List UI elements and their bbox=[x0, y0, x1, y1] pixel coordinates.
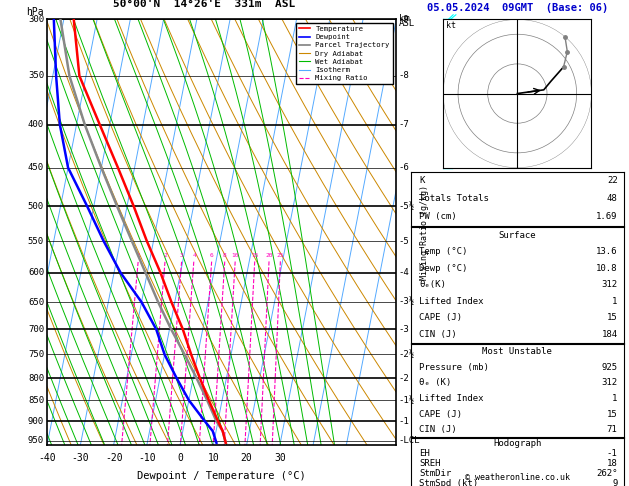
Text: -5½: -5½ bbox=[399, 202, 415, 211]
Text: -10: -10 bbox=[138, 453, 156, 464]
Text: 550: 550 bbox=[28, 237, 44, 245]
Text: CIN (J): CIN (J) bbox=[420, 425, 457, 434]
Text: -3: -3 bbox=[399, 325, 409, 334]
Text: km: km bbox=[399, 14, 409, 23]
Text: 05.05.2024  09GMT  (Base: 06): 05.05.2024 09GMT (Base: 06) bbox=[426, 3, 608, 14]
Text: StmDir: StmDir bbox=[420, 469, 452, 478]
Text: Lifted Index: Lifted Index bbox=[420, 297, 484, 306]
Text: 750: 750 bbox=[28, 350, 44, 359]
Text: 950: 950 bbox=[28, 436, 44, 445]
Text: 900: 900 bbox=[28, 417, 44, 426]
Text: 700: 700 bbox=[28, 325, 44, 334]
Text: kt: kt bbox=[446, 21, 456, 30]
Text: 650: 650 bbox=[28, 297, 44, 307]
Text: 8: 8 bbox=[223, 253, 227, 258]
Text: -2½: -2½ bbox=[399, 350, 415, 359]
Text: StmSpd (kt): StmSpd (kt) bbox=[420, 479, 479, 486]
Text: ASL: ASL bbox=[399, 19, 415, 28]
Text: 10: 10 bbox=[231, 253, 239, 258]
Text: 50°00'N  14°26'E  331m  ASL: 50°00'N 14°26'E 331m ASL bbox=[113, 0, 296, 9]
Text: PW (cm): PW (cm) bbox=[420, 212, 457, 222]
Text: 9: 9 bbox=[612, 479, 618, 486]
Text: -9: -9 bbox=[399, 15, 409, 24]
Text: 48: 48 bbox=[607, 194, 618, 203]
Text: -LCL: -LCL bbox=[399, 436, 420, 445]
Text: Pressure (mb): Pressure (mb) bbox=[420, 363, 489, 372]
Text: θₑ (K): θₑ (K) bbox=[420, 379, 452, 387]
Text: 25: 25 bbox=[277, 253, 284, 258]
Text: 15: 15 bbox=[607, 410, 618, 418]
Text: 400: 400 bbox=[28, 120, 44, 129]
Text: Mixing Ratio (g/kg): Mixing Ratio (g/kg) bbox=[420, 185, 429, 279]
Text: CAPE (J): CAPE (J) bbox=[420, 410, 462, 418]
Text: -1: -1 bbox=[607, 449, 618, 458]
Text: -40: -40 bbox=[38, 453, 56, 464]
Text: -1: -1 bbox=[399, 417, 409, 426]
Text: 1.69: 1.69 bbox=[596, 212, 618, 222]
Text: 1: 1 bbox=[612, 394, 618, 403]
Text: hPa: hPa bbox=[26, 7, 44, 17]
Text: 2: 2 bbox=[164, 253, 167, 258]
Text: CAPE (J): CAPE (J) bbox=[420, 313, 462, 322]
Text: 300: 300 bbox=[28, 15, 44, 24]
Text: Dewpoint / Temperature (°C): Dewpoint / Temperature (°C) bbox=[137, 471, 306, 482]
Text: K: K bbox=[420, 176, 425, 185]
Text: 600: 600 bbox=[28, 268, 44, 278]
Text: © weatheronline.co.uk: © weatheronline.co.uk bbox=[465, 473, 570, 482]
Text: 4: 4 bbox=[192, 253, 196, 258]
Text: -5: -5 bbox=[399, 237, 409, 245]
Legend: Temperature, Dewpoint, Parcel Trajectory, Dry Adiabat, Wet Adiabat, Isotherm, Mi: Temperature, Dewpoint, Parcel Trajectory… bbox=[296, 23, 392, 84]
Text: -1½: -1½ bbox=[399, 396, 415, 405]
Text: 3: 3 bbox=[180, 253, 184, 258]
Text: 500: 500 bbox=[28, 202, 44, 211]
Text: Totals Totals: Totals Totals bbox=[420, 194, 489, 203]
Text: 925: 925 bbox=[601, 363, 618, 372]
Text: Dewp (°C): Dewp (°C) bbox=[420, 264, 467, 273]
Text: 350: 350 bbox=[28, 71, 44, 80]
Text: -20: -20 bbox=[105, 453, 123, 464]
Text: 15: 15 bbox=[251, 253, 259, 258]
Text: -8: -8 bbox=[399, 71, 409, 80]
Text: 312: 312 bbox=[601, 280, 618, 289]
Text: -7: -7 bbox=[399, 120, 409, 129]
Text: 6: 6 bbox=[210, 253, 214, 258]
Text: -4: -4 bbox=[399, 268, 409, 278]
Text: 13.6: 13.6 bbox=[596, 247, 618, 256]
Text: 18: 18 bbox=[607, 459, 618, 468]
Text: Hodograph: Hodograph bbox=[493, 439, 542, 448]
Text: Lifted Index: Lifted Index bbox=[420, 394, 484, 403]
Text: 312: 312 bbox=[601, 379, 618, 387]
Text: -3½: -3½ bbox=[399, 297, 415, 307]
Text: EH: EH bbox=[420, 449, 430, 458]
Text: Most Unstable: Most Unstable bbox=[482, 347, 552, 356]
Text: 1: 1 bbox=[136, 253, 140, 258]
Text: 10: 10 bbox=[208, 453, 220, 464]
Text: 71: 71 bbox=[607, 425, 618, 434]
Text: θₑ(K): θₑ(K) bbox=[420, 280, 446, 289]
Text: CIN (J): CIN (J) bbox=[420, 330, 457, 339]
Text: 15: 15 bbox=[607, 313, 618, 322]
Text: 20: 20 bbox=[265, 253, 273, 258]
Text: 1: 1 bbox=[612, 297, 618, 306]
Text: 800: 800 bbox=[28, 374, 44, 382]
Text: 22: 22 bbox=[607, 176, 618, 185]
Text: Temp (°C): Temp (°C) bbox=[420, 247, 467, 256]
Text: Surface: Surface bbox=[499, 231, 536, 240]
Text: 0: 0 bbox=[177, 453, 183, 464]
Text: 184: 184 bbox=[601, 330, 618, 339]
Text: SREH: SREH bbox=[420, 459, 441, 468]
Text: 10.8: 10.8 bbox=[596, 264, 618, 273]
Text: -2: -2 bbox=[399, 374, 409, 382]
Text: -30: -30 bbox=[72, 453, 89, 464]
Text: 850: 850 bbox=[28, 396, 44, 405]
Text: 450: 450 bbox=[28, 163, 44, 172]
Text: 20: 20 bbox=[241, 453, 252, 464]
Text: 30: 30 bbox=[274, 453, 286, 464]
Text: -6: -6 bbox=[399, 163, 409, 172]
Text: 262°: 262° bbox=[596, 469, 618, 478]
